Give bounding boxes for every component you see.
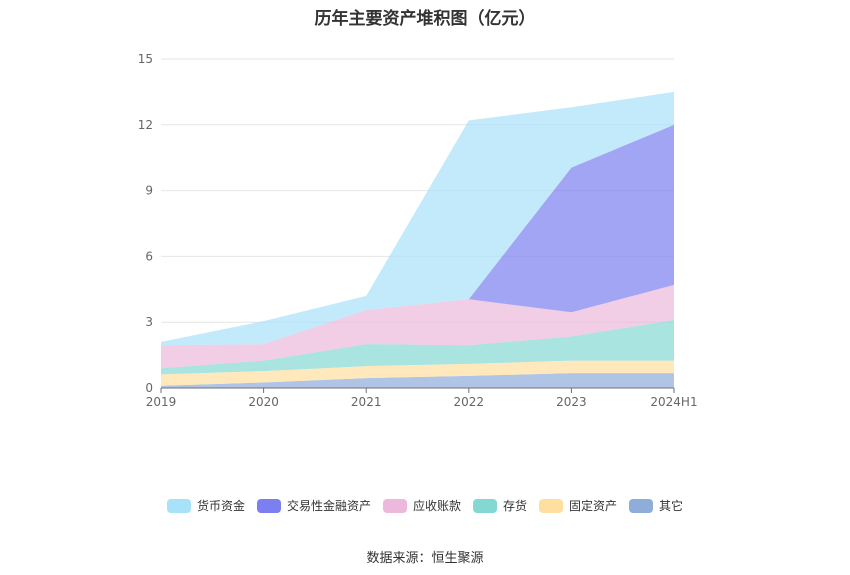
x-tick-label: 2024H1 (650, 395, 697, 409)
legend-label: 固定资产 (569, 499, 618, 513)
area-series-4 (161, 124, 674, 346)
legend-swatch (473, 498, 497, 513)
y-tick-label: 6 (145, 249, 153, 263)
legend-label: 交易性金融资产 (286, 499, 371, 513)
legend-item[interactable]: 应收账款 (382, 497, 461, 514)
y-tick-label: 12 (138, 118, 153, 132)
legend-swatch (166, 498, 191, 513)
legend: 货币资金 交易性金融资产 应收账款 存货 固定资产 其它 (0, 497, 850, 514)
y-tick-label: 3 (145, 315, 153, 329)
x-tick-label: 2022 (454, 395, 485, 409)
area-series-3 (161, 284, 674, 369)
legend-swatch (539, 498, 564, 513)
legend-swatch (629, 498, 654, 513)
chart-plot: 0 3 6 9 12 15 2019 2020 2021 2022 2023 2024H1 (138, 52, 698, 409)
area-series-0 (161, 373, 674, 388)
legend-item[interactable]: 固定资产 (539, 497, 617, 514)
x-tick-label: 2023 (556, 395, 587, 409)
x-tick-label: 2019 (146, 395, 177, 409)
legend-swatch (382, 498, 407, 513)
area-series-2 (161, 320, 674, 375)
legend-item[interactable]: 其它 (629, 497, 683, 514)
y-tick-label: 15 (138, 52, 153, 66)
legend-label: 货币资金 (196, 499, 245, 513)
y-tick-label: 0 (145, 381, 153, 395)
legend-label: 存货 (503, 499, 528, 513)
legend-swatch (256, 498, 281, 513)
legend-label: 应收账款 (412, 499, 461, 513)
legend-item[interactable]: 交易性金融资产 (256, 497, 371, 514)
legend-label: 其它 (659, 499, 684, 513)
legend-item[interactable]: 存货 (473, 497, 527, 514)
data-source: 数据来源：恒生聚源 (366, 551, 484, 566)
legend-item[interactable]: 货币资金 (166, 497, 245, 514)
y-tick-label: 9 (145, 184, 153, 198)
area-series-1 (161, 360, 674, 386)
area-series-5 (161, 91, 674, 346)
x-tick-label: 2020 (248, 395, 279, 409)
chart-title: 历年主要资产堆积图（亿元） (314, 9, 536, 29)
x-tick-label: 2021 (351, 395, 382, 409)
